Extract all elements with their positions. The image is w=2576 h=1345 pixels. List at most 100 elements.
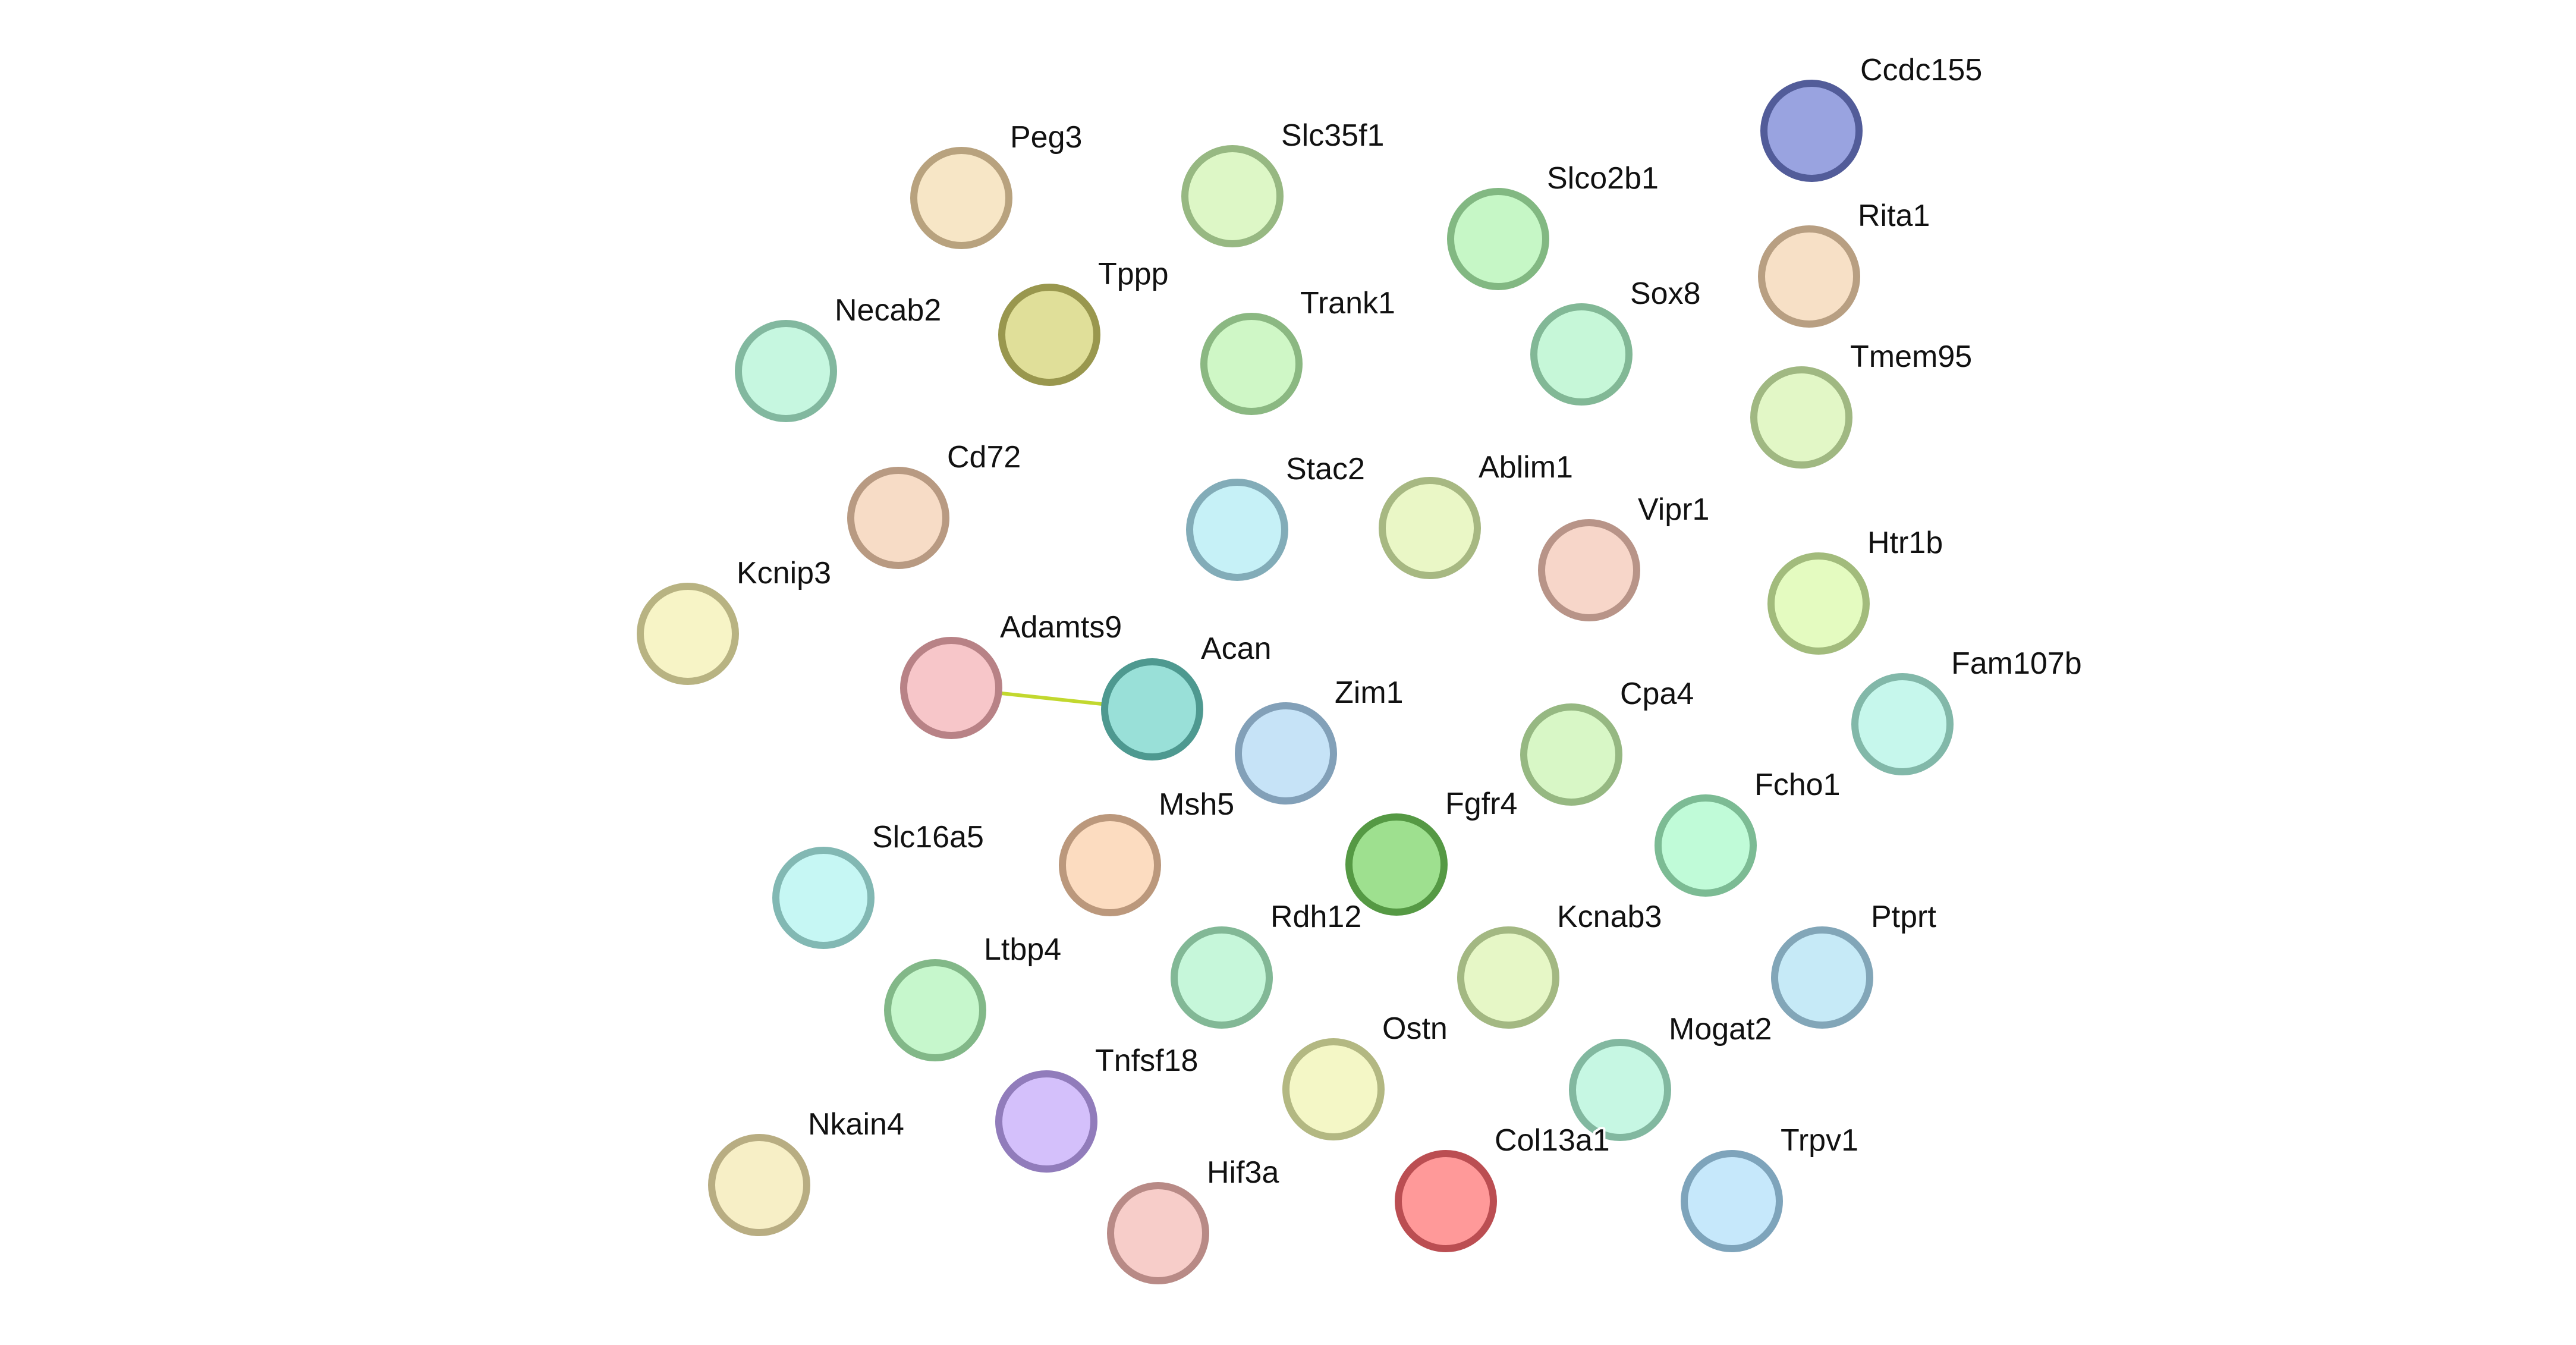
node-circle[interactable] xyxy=(1181,145,1284,247)
node-circle[interactable] xyxy=(1345,813,1448,916)
node-circle[interactable] xyxy=(1771,926,1873,1029)
node-circle[interactable] xyxy=(772,847,875,949)
node-circle[interactable] xyxy=(847,467,949,569)
node-circle[interactable] xyxy=(1059,814,1161,916)
node-ltbp4[interactable]: Ltbp4 xyxy=(884,930,1064,1061)
node-cpa4[interactable]: Cpa4 xyxy=(1520,674,1696,806)
node-sox8[interactable]: Sox8 xyxy=(1530,274,1703,406)
node-circle[interactable] xyxy=(1569,1039,1671,1141)
node-fgfr4[interactable]: Fgfr4 xyxy=(1345,784,1520,916)
node-label: Ostn xyxy=(1382,1011,1448,1046)
node-label: Hif3a xyxy=(1207,1155,1279,1190)
node-label: Tnfsf18 xyxy=(1095,1044,1198,1078)
node-circle[interactable] xyxy=(1767,552,1870,655)
node-label: Col13a1 xyxy=(1495,1123,1610,1158)
node-circle[interactable] xyxy=(1530,303,1633,406)
node-msh5[interactable]: Msh5 xyxy=(1059,785,1237,916)
node-circle[interactable] xyxy=(1200,313,1303,415)
node-mogat2[interactable]: Mogat2 xyxy=(1569,1010,1774,1141)
node-kcnab3[interactable]: Kcnab3 xyxy=(1457,897,1664,1029)
node-circle[interactable] xyxy=(1758,225,1860,328)
node-label: Trank1 xyxy=(1300,286,1395,320)
node-trpv1[interactable]: Trpv1 xyxy=(1681,1121,1861,1252)
node-circle[interactable] xyxy=(708,1134,810,1236)
node-circle[interactable] xyxy=(1379,477,1481,579)
node-rita1[interactable]: Rita1 xyxy=(1758,196,1932,328)
node-necab2[interactable]: Necab2 xyxy=(735,291,943,422)
node-circle[interactable] xyxy=(735,320,837,422)
node-circle[interactable] xyxy=(884,959,986,1061)
node-trank1[interactable]: Trank1 xyxy=(1200,284,1398,415)
node-hif3a[interactable]: Hif3a xyxy=(1107,1153,1281,1284)
node-cd72[interactable]: Cd72 xyxy=(847,438,1023,569)
node-peg3[interactable]: Peg3 xyxy=(910,118,1084,249)
node-label: Tmem95 xyxy=(1850,340,1972,374)
node-circle[interactable] xyxy=(1395,1150,1497,1252)
node-label: Fgfr4 xyxy=(1445,787,1517,821)
node-circle[interactable] xyxy=(1447,188,1549,290)
node-slc35f1[interactable]: Slc35f1 xyxy=(1181,116,1386,247)
node-label: Kcnip3 xyxy=(737,556,831,590)
node-label: Sox8 xyxy=(1630,276,1701,311)
node-nkain4[interactable]: Nkain4 xyxy=(708,1105,907,1236)
node-label: Peg3 xyxy=(1010,120,1082,155)
node-fcho1[interactable]: Fcho1 xyxy=(1655,765,1843,897)
node-circle[interactable] xyxy=(1171,926,1273,1029)
node-col13a1[interactable]: Col13a1 xyxy=(1395,1121,1612,1252)
node-circle[interactable] xyxy=(1235,702,1337,805)
node-circle[interactable] xyxy=(900,637,1002,739)
node-slco2b1[interactable]: Slco2b1 xyxy=(1447,159,1661,290)
node-label: Tppp xyxy=(1098,257,1169,291)
node-ostn[interactable]: Ostn xyxy=(1282,1009,1450,1140)
node-circle[interactable] xyxy=(637,583,739,685)
node-tnfsf18[interactable]: Tnfsf18 xyxy=(995,1041,1200,1173)
node-circle[interactable] xyxy=(1457,926,1559,1029)
node-zim1[interactable]: Zim1 xyxy=(1235,673,1406,805)
node-label: Necab2 xyxy=(835,293,941,328)
node-ablim1[interactable]: Ablim1 xyxy=(1379,448,1575,579)
node-label: Fcho1 xyxy=(1754,768,1841,802)
node-kcnip3[interactable]: Kcnip3 xyxy=(637,554,833,685)
node-circle[interactable] xyxy=(1681,1150,1783,1252)
node-tppp[interactable]: Tppp xyxy=(998,254,1171,386)
node-circle[interactable] xyxy=(995,1070,1097,1173)
node-slc16a5[interactable]: Slc16a5 xyxy=(772,818,986,949)
node-circle[interactable] xyxy=(1760,80,1863,182)
node-circle[interactable] xyxy=(1107,1182,1209,1284)
node-label: Ltbp4 xyxy=(984,932,1061,967)
node-adamts9[interactable]: Adamts9 xyxy=(900,608,1124,739)
node-stac2[interactable]: Stac2 xyxy=(1186,450,1367,581)
node-label: Ccdc155 xyxy=(1860,53,1982,87)
node-circle[interactable] xyxy=(1186,479,1288,581)
node-label: Ablim1 xyxy=(1479,450,1573,485)
node-circle[interactable] xyxy=(1282,1038,1385,1140)
node-circle[interactable] xyxy=(1750,366,1852,469)
node-circle[interactable] xyxy=(1538,519,1640,621)
node-tmem95[interactable]: Tmem95 xyxy=(1750,337,1974,469)
node-ptprt[interactable]: Ptprt xyxy=(1771,897,1939,1029)
node-label: Vipr1 xyxy=(1638,492,1709,527)
node-label: Acan xyxy=(1201,631,1272,666)
node-label: Ptprt xyxy=(1871,900,1936,934)
node-ccdc155[interactable]: Ccdc155 xyxy=(1760,51,1984,182)
node-acan[interactable]: Acan xyxy=(1101,629,1274,761)
node-label: Rita1 xyxy=(1858,199,1930,233)
node-fam107b[interactable]: Fam107b xyxy=(1851,644,2084,775)
node-rdh12[interactable]: Rdh12 xyxy=(1171,897,1364,1029)
node-circle[interactable] xyxy=(1520,703,1622,806)
node-label: Mogat2 xyxy=(1669,1012,1772,1047)
node-label: Cd72 xyxy=(947,440,1021,474)
node-circle[interactable] xyxy=(1655,794,1757,897)
nodes-layer: Peg3 Slc35f1 Slco2b1 Ccdc155 Rita1 Necab2 Tppp… xyxy=(637,51,2084,1284)
node-htr1b[interactable]: Htr1b xyxy=(1767,523,1945,655)
node-circle[interactable] xyxy=(910,147,1012,249)
node-label: Rdh12 xyxy=(1270,900,1361,934)
node-circle[interactable] xyxy=(1851,673,1954,775)
node-vipr1[interactable]: Vipr1 xyxy=(1538,490,1712,621)
node-circle[interactable] xyxy=(998,284,1100,386)
node-circle[interactable] xyxy=(1101,658,1203,761)
node-label: Kcnab3 xyxy=(1557,900,1662,934)
node-label: Trpv1 xyxy=(1781,1123,1858,1158)
